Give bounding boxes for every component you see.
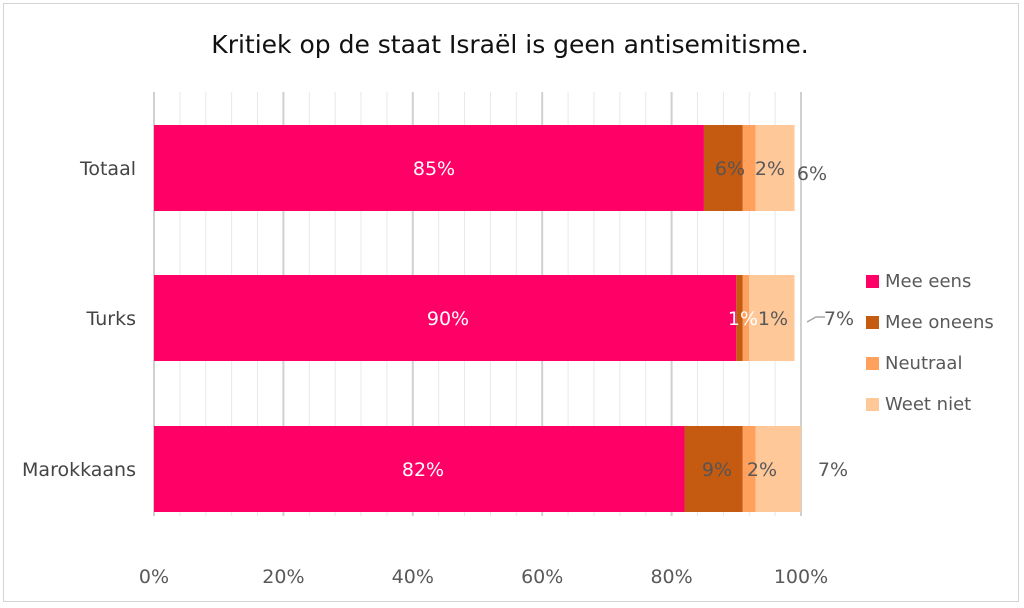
bar-segment — [154, 125, 704, 211]
bar-segment — [703, 125, 743, 211]
bar-segment — [154, 426, 685, 512]
x-tick-label: 20% — [262, 566, 304, 588]
x-tick-label: 0% — [139, 566, 169, 588]
x-tick-label: 80% — [650, 566, 692, 588]
legend-swatch — [866, 398, 879, 411]
x-tick-label: 100% — [774, 566, 828, 588]
category-label: Marokkaans — [22, 459, 136, 481]
data-label: 90% — [427, 308, 469, 330]
bar-segment — [742, 125, 756, 211]
bar-segment — [742, 426, 756, 512]
data-label: 2% — [747, 459, 777, 481]
data-label: 1% — [758, 308, 788, 330]
legend-swatch — [866, 316, 879, 329]
x-tick-label: 40% — [392, 566, 434, 588]
data-labels: 85% 6% 2% 6% 90% 1% 1% 7% 82% 9% 2% 7% — [402, 158, 854, 481]
legend-swatch — [866, 275, 879, 288]
bar-segment — [154, 275, 737, 361]
data-label: 1% — [728, 308, 758, 330]
data-label: 7% — [824, 308, 854, 330]
chart-frame: Kritiek op de staat Israël is geen antis… — [3, 3, 1019, 602]
bar-segment — [755, 426, 801, 512]
legend-swatch — [866, 357, 879, 370]
data-label: 82% — [402, 459, 444, 481]
bar-segment — [749, 275, 795, 361]
category-label: Totaal — [79, 158, 136, 180]
chart-title: Kritiek op de staat Israël is geen antis… — [211, 30, 809, 59]
data-label: 7% — [818, 459, 848, 481]
legend-item: Neutraal — [866, 343, 994, 384]
legend-label: Neutraal — [885, 353, 963, 374]
legend-label: Mee oneens — [885, 312, 994, 333]
legend-item: Mee oneens — [866, 302, 994, 343]
legend: Mee eens Mee oneens Neutraal Weet niet — [866, 261, 994, 425]
legend-label: Weet niet — [885, 394, 972, 415]
legend-item: Mee eens — [866, 261, 994, 302]
data-label: 6% — [715, 158, 745, 180]
data-label: 85% — [413, 158, 455, 180]
bar-segment — [736, 275, 743, 361]
legend-item: Weet niet — [866, 384, 994, 425]
data-label: 9% — [702, 459, 732, 481]
legend-label: Mee eens — [885, 271, 972, 292]
bar-segment — [684, 426, 743, 512]
bar-segment — [742, 275, 750, 361]
bar-segment — [755, 125, 795, 211]
x-tick-label: 60% — [521, 566, 563, 588]
axes: 0% 20% 40% 60% 80% 100% Totaal Turks Marokkaans — [22, 158, 828, 588]
data-label: 2% — [755, 158, 785, 180]
category-label: Turks — [86, 308, 136, 330]
data-label: 6% — [797, 163, 827, 185]
bars — [154, 125, 801, 512]
label-leader-line — [806, 316, 825, 323]
chart-plot: 85% 6% 2% 6% 90% 1% 1% 7% 82% 9% 2% 7% 0% 20% 40% 60% 8… — [22, 92, 854, 588]
